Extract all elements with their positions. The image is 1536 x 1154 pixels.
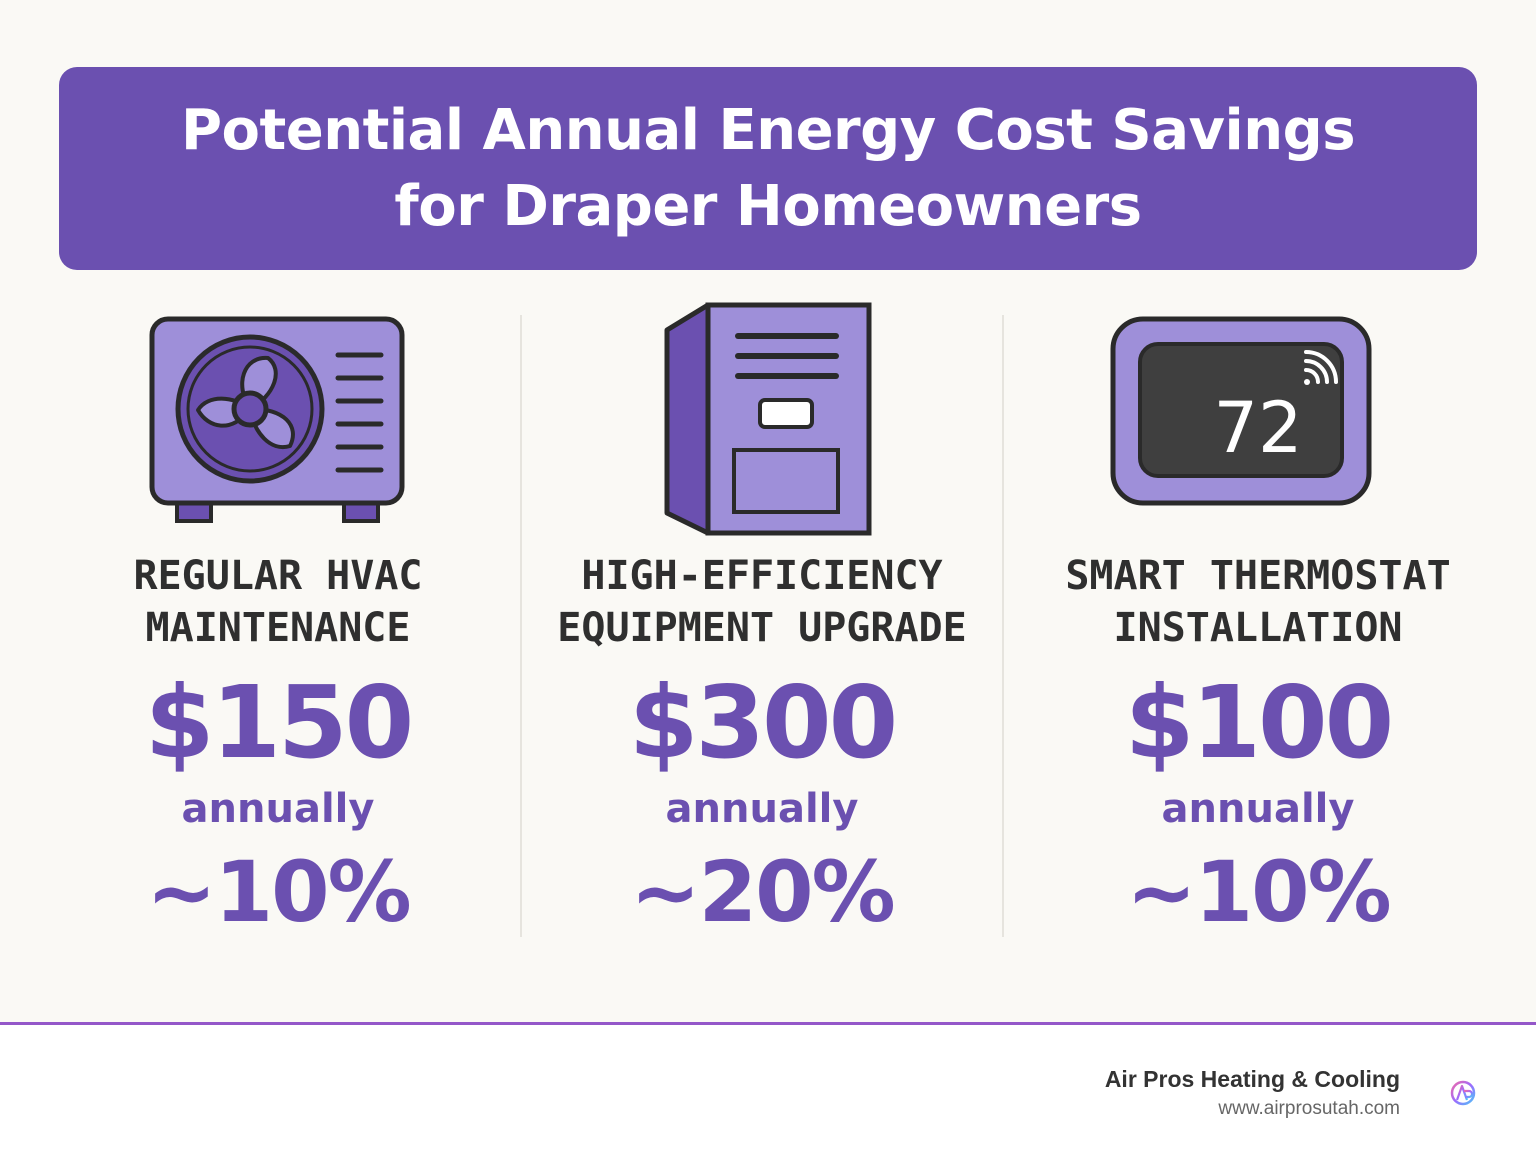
savings-percent: ~10% [1126,843,1391,941]
ac-condenser-icon [38,300,518,540]
footer-rule [0,1022,1536,1025]
title-banner: Potential Annual Energy Cost Savings for… [59,67,1477,270]
savings-percent: ~20% [630,843,895,941]
savings-amount: $150 [144,664,414,781]
company-website[interactable]: www.airprosutah.com [1218,1098,1400,1119]
thermostat-reading: 72 [1213,387,1302,469]
savings-label: SMART THERMOSTAT INSTALLATION [998,550,1518,654]
savings-period: annually [665,786,859,832]
savings-card-maintenance: REGULAR HVAC MAINTENANCE $150 annually ~… [38,300,518,960]
smart-thermostat-icon: 72 [1018,300,1498,540]
title-line-1: Potential Annual Energy Cost Savings [180,97,1356,163]
savings-percent: ~10% [146,843,411,941]
wifi-icon [1304,350,1338,384]
label-line-2: EQUIPMENT UPGRADE [557,605,967,651]
label-line-1: SMART THERMOSTAT [1065,553,1451,599]
savings-amount: $100 [1124,664,1394,781]
footer: Air Pros Heating & Cooling www.airprosut… [0,1025,1536,1154]
furnace-icon [522,300,1002,540]
label-line-1: REGULAR HVAC [133,553,423,599]
column-divider [1002,315,1004,937]
savings-amount: $300 [628,664,898,781]
savings-card-upgrade: HIGH-EFFICIENCY EQUIPMENT UPGRADE $300 a… [522,300,1002,960]
company-name: Air Pros Heating & Cooling [1104,1066,1400,1092]
label-line-1: HIGH-EFFICIENCY [581,553,943,599]
title-line-2: for Draper Homeowners [394,173,1142,239]
savings-label: HIGH-EFFICIENCY EQUIPMENT UPGRADE [502,550,1022,654]
air-pros-logo-icon [1449,1079,1477,1107]
savings-label: REGULAR HVAC MAINTENANCE [18,550,538,654]
savings-card-thermostat: 72 SMART THERMOSTAT INSTALLATION $100 an… [1018,300,1498,960]
label-line-2: MAINTENANCE [145,605,411,651]
savings-period: annually [181,786,375,832]
column-divider [520,315,522,937]
savings-period: annually [1161,786,1355,832]
label-line-2: INSTALLATION [1113,605,1403,651]
